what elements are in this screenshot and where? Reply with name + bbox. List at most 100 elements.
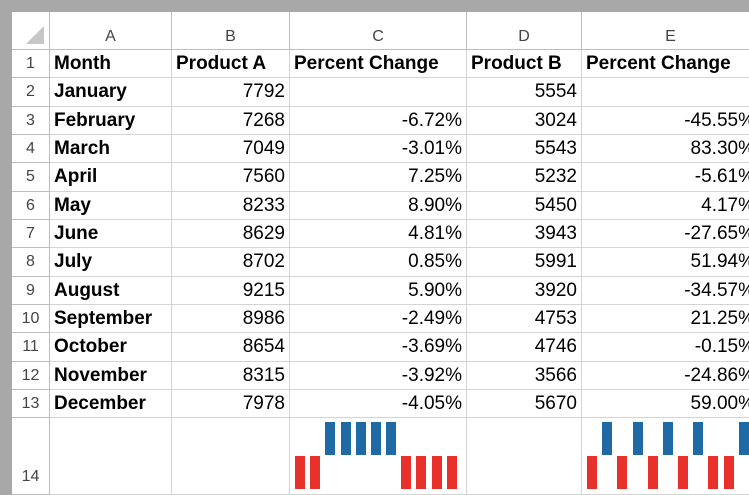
cell[interactable]: 5670 xyxy=(467,389,582,419)
cell[interactable]: September xyxy=(50,304,172,334)
cell[interactable]: 8702 xyxy=(172,248,290,277)
row-header[interactable]: 6 xyxy=(12,191,50,220)
row-header[interactable]: 12 xyxy=(12,361,50,390)
column-header[interactable]: D xyxy=(467,12,582,50)
sparkline-loss xyxy=(295,456,305,490)
header-cell[interactable]: Percent Change xyxy=(290,50,467,79)
column-header[interactable]: B xyxy=(172,12,290,50)
cell[interactable]: 5232 xyxy=(467,163,582,192)
cell[interactable]: April xyxy=(50,163,172,192)
cell[interactable]: 83.30% xyxy=(582,135,749,164)
cell[interactable]: -45.55% xyxy=(582,107,749,135)
row-header[interactable]: 1 xyxy=(12,50,50,79)
cell[interactable]: May xyxy=(50,191,172,220)
cell[interactable]: 9215 xyxy=(172,276,290,305)
header-cell[interactable]: Product A xyxy=(172,50,290,79)
cell[interactable]: 8.90% xyxy=(290,191,467,220)
cell[interactable]: -27.65% xyxy=(582,220,749,249)
cell[interactable]: March xyxy=(50,134,172,164)
column-header[interactable]: A xyxy=(50,12,172,50)
sparkline-loss xyxy=(416,456,427,490)
cell[interactable]: January xyxy=(50,78,172,107)
sparkline-loss xyxy=(587,456,597,490)
row-header[interactable]: 2 xyxy=(12,78,50,107)
cell[interactable]: 21.25% xyxy=(582,305,749,334)
cell[interactable]: -6.72% xyxy=(290,106,467,135)
cell[interactable]: December xyxy=(50,389,172,419)
window-border xyxy=(0,0,749,12)
cell[interactable]: 3943 xyxy=(467,219,582,249)
cell[interactable]: 5554 xyxy=(467,78,582,107)
cell[interactable]: 4.17% xyxy=(582,192,749,220)
cell[interactable] xyxy=(582,78,749,107)
cell[interactable]: 8233 xyxy=(172,191,290,220)
cell[interactable]: -5.61% xyxy=(582,163,749,192)
cell[interactable]: 8986 xyxy=(172,304,290,334)
cell[interactable]: 5991 xyxy=(467,248,582,277)
cell[interactable]: 59.00% xyxy=(582,390,749,419)
cell[interactable]: 8654 xyxy=(172,333,290,362)
cell[interactable]: 0.85% xyxy=(290,248,467,277)
row-header[interactable]: 9 xyxy=(12,276,50,305)
cell[interactable]: February xyxy=(50,106,172,135)
column-header[interactable]: E xyxy=(582,12,749,50)
cell[interactable]: 5543 xyxy=(467,134,582,164)
cell[interactable]: 5.90% xyxy=(290,276,467,305)
sparkline-loss xyxy=(446,456,457,490)
row-header[interactable]: 5 xyxy=(12,163,50,192)
sparkline-cell[interactable] xyxy=(172,418,290,495)
cell[interactable]: 4753 xyxy=(467,304,582,334)
cell[interactable]: 3920 xyxy=(467,276,582,305)
sparkline-cell[interactable] xyxy=(50,418,172,495)
cell[interactable]: -2.49% xyxy=(290,304,467,334)
cell[interactable]: -4.05% xyxy=(290,389,467,419)
cell[interactable]: 7978 xyxy=(172,389,290,419)
cell[interactable]: 5450 xyxy=(467,191,582,220)
cell[interactable]: 7.25% xyxy=(290,163,467,192)
cell[interactable]: 7268 xyxy=(172,106,290,135)
cell[interactable]: 7792 xyxy=(172,78,290,107)
cell[interactable]: -24.86% xyxy=(582,362,749,390)
cell[interactable]: 3024 xyxy=(467,106,582,135)
cell[interactable]: 7560 xyxy=(172,163,290,192)
cell[interactable]: 4746 xyxy=(467,333,582,362)
sparkline-win xyxy=(340,422,351,456)
sparkline-win xyxy=(662,422,673,456)
header-cell[interactable]: Month xyxy=(50,50,172,79)
cell[interactable]: 8629 xyxy=(172,219,290,249)
column-header[interactable]: C xyxy=(290,12,467,50)
sparkline-cell[interactable] xyxy=(467,418,582,495)
row-header[interactable]: 13 xyxy=(12,389,50,419)
cell[interactable]: -0.15% xyxy=(582,333,749,362)
cell[interactable]: -3.69% xyxy=(290,333,467,362)
sparkline-cell[interactable] xyxy=(582,418,749,495)
row-header[interactable]: 8 xyxy=(12,248,50,277)
cell[interactable]: -3.92% xyxy=(290,361,467,390)
cell[interactable]: November xyxy=(50,361,172,390)
cell[interactable]: -34.57% xyxy=(582,277,749,305)
row-header[interactable]: 4 xyxy=(12,134,50,164)
cell[interactable]: 8315 xyxy=(172,361,290,390)
cell[interactable] xyxy=(290,78,467,107)
header-cell[interactable]: Percent Change xyxy=(582,50,749,79)
cell[interactable]: 3566 xyxy=(467,361,582,390)
cell[interactable]: October xyxy=(50,333,172,362)
row-header[interactable]: 11 xyxy=(12,333,50,362)
cell[interactable]: July xyxy=(50,248,172,277)
row-header[interactable]: 10 xyxy=(12,304,50,334)
cell[interactable]: June xyxy=(50,219,172,249)
row-header[interactable]: 7 xyxy=(12,219,50,249)
row-header[interactable]: 3 xyxy=(12,106,50,135)
sparkline-loss xyxy=(708,456,719,490)
select-all[interactable] xyxy=(12,12,50,50)
cell[interactable]: 51.94% xyxy=(582,248,749,277)
sparkline-cell[interactable] xyxy=(290,418,467,495)
cell[interactable]: 4.81% xyxy=(290,219,467,249)
cell[interactable]: August xyxy=(50,276,172,305)
cell[interactable]: 7049 xyxy=(172,134,290,164)
sparkline-loss xyxy=(617,456,628,490)
header-cell[interactable]: Product B xyxy=(467,50,582,79)
row-header[interactable]: 14 xyxy=(12,418,50,495)
cell[interactable]: -3.01% xyxy=(290,134,467,164)
